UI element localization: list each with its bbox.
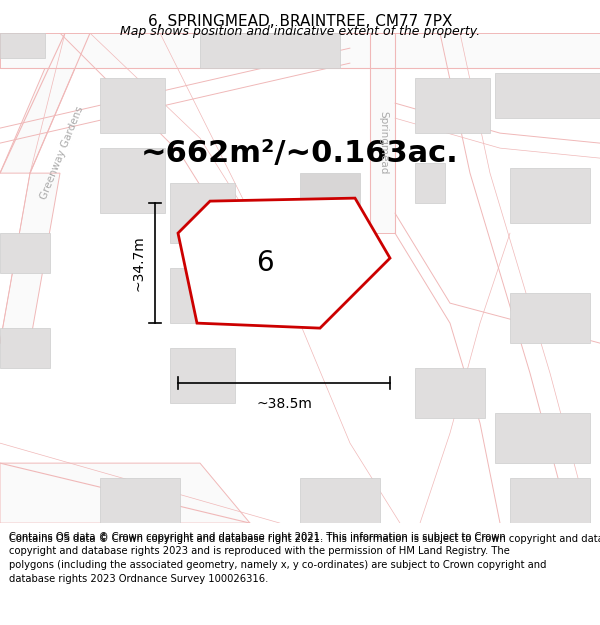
Polygon shape (415, 163, 445, 203)
Text: Greenway Gardens: Greenway Gardens (38, 105, 85, 201)
Polygon shape (495, 73, 600, 118)
Polygon shape (300, 173, 360, 233)
Text: ~662m²/~0.163ac.: ~662m²/~0.163ac. (141, 139, 459, 168)
Text: polygons (including the associated geometry, namely x, y co-ordinates) are subje: polygons (including the associated geome… (9, 560, 547, 570)
Polygon shape (0, 173, 60, 343)
Polygon shape (415, 78, 490, 133)
Polygon shape (0, 33, 45, 58)
Polygon shape (0, 463, 250, 523)
Polygon shape (178, 198, 390, 328)
Polygon shape (510, 168, 590, 223)
Text: ~34.7m: ~34.7m (131, 235, 145, 291)
Polygon shape (100, 478, 180, 523)
Polygon shape (170, 348, 235, 403)
Polygon shape (170, 183, 235, 243)
Polygon shape (300, 478, 380, 523)
Polygon shape (0, 328, 50, 368)
Text: Map shows position and indicative extent of the property.: Map shows position and indicative extent… (120, 25, 480, 38)
Polygon shape (510, 293, 590, 343)
Polygon shape (100, 148, 165, 213)
Polygon shape (200, 33, 340, 68)
Text: copyright and database rights 2023 and is reproduced with the permission of HM L: copyright and database rights 2023 and i… (9, 546, 510, 556)
Polygon shape (495, 413, 590, 463)
Polygon shape (100, 78, 165, 133)
Polygon shape (415, 368, 485, 418)
Text: 6: 6 (256, 249, 274, 277)
Polygon shape (0, 33, 600, 68)
Text: database rights 2023 Ordnance Survey 100026316.: database rights 2023 Ordnance Survey 100… (9, 574, 268, 584)
Text: Contains OS data © Crown copyright and database right 2021. This information is : Contains OS data © Crown copyright and d… (9, 532, 506, 542)
Text: Contains OS data © Crown copyright and database right 2021. This information is : Contains OS data © Crown copyright and d… (9, 534, 600, 544)
Polygon shape (0, 233, 50, 273)
Polygon shape (170, 268, 235, 323)
Polygon shape (510, 478, 590, 523)
Text: 6, SPRINGMEAD, BRAINTREE, CM77 7PX: 6, SPRINGMEAD, BRAINTREE, CM77 7PX (148, 14, 452, 29)
Polygon shape (0, 33, 90, 173)
Text: ~38.5m: ~38.5m (256, 397, 312, 411)
Polygon shape (370, 33, 395, 233)
Text: Springmead: Springmead (378, 111, 388, 175)
